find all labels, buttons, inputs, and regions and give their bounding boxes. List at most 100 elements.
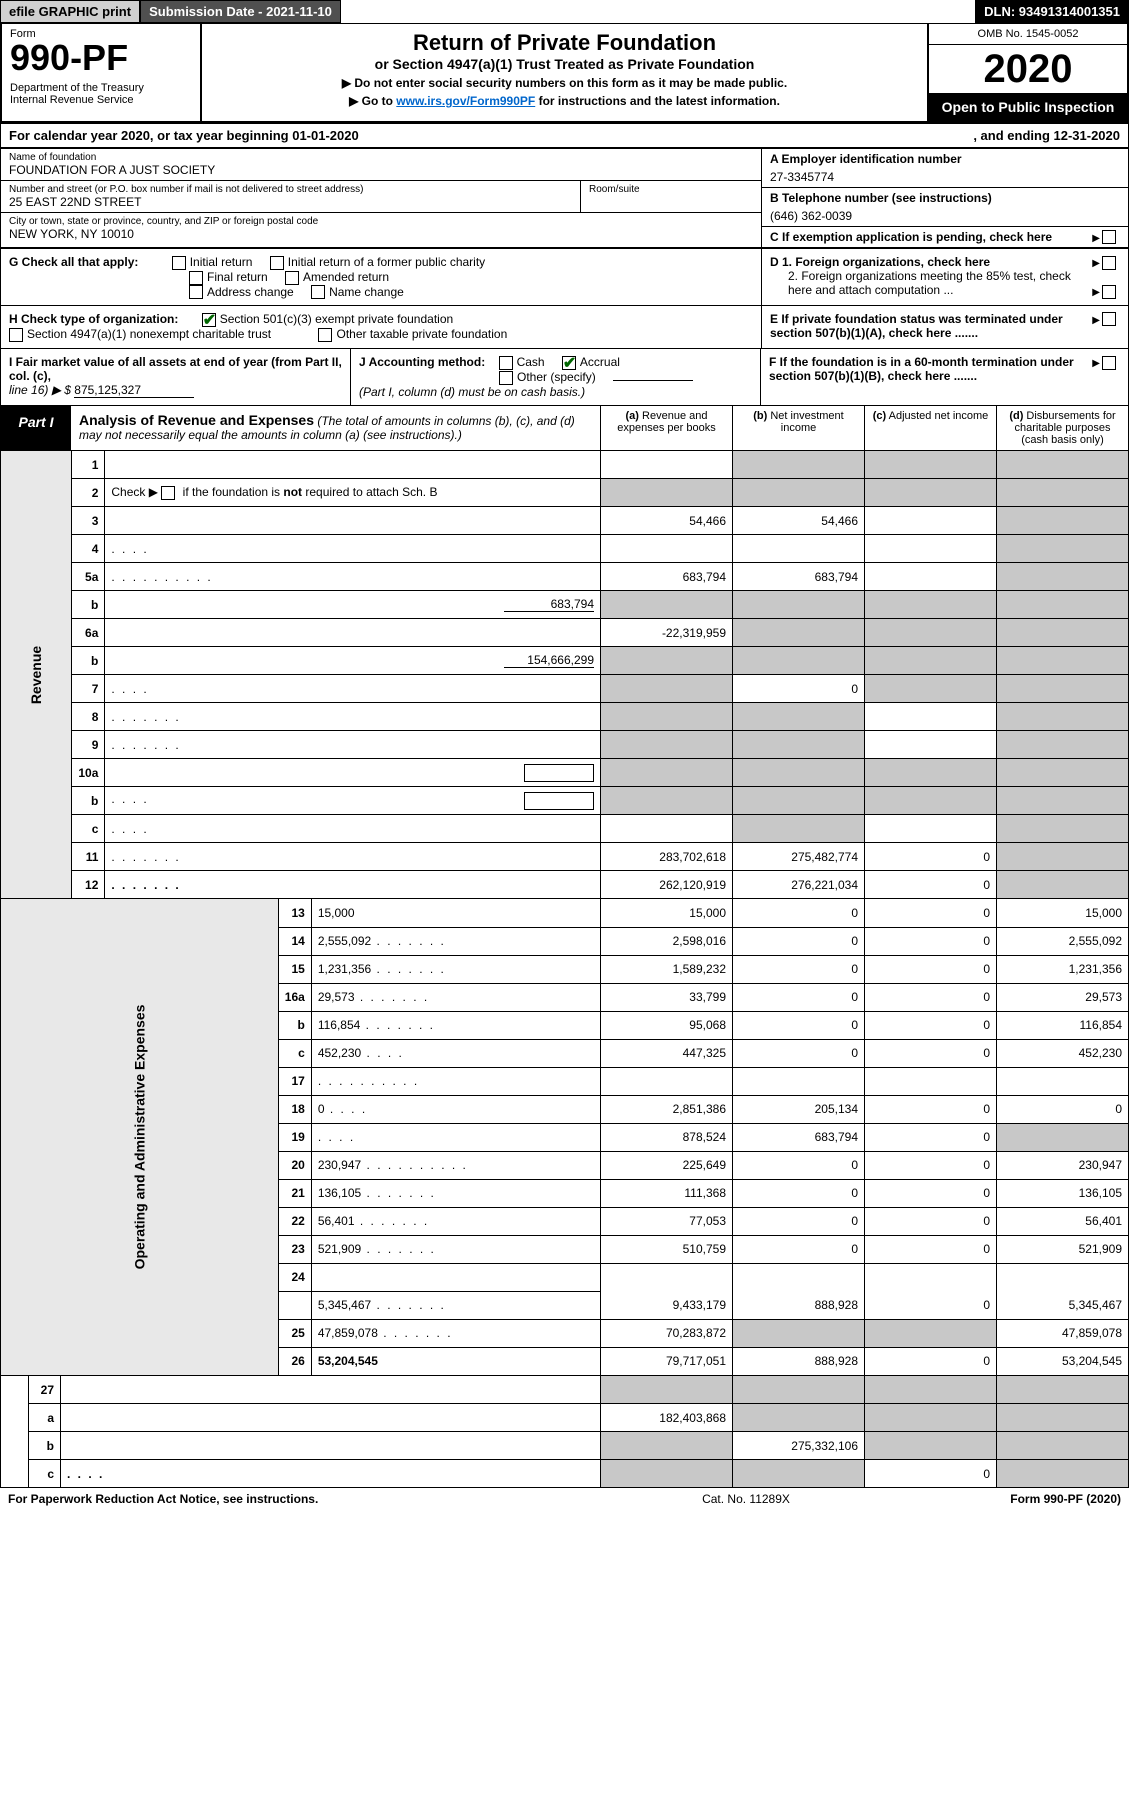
amount-cell-a <box>601 731 733 759</box>
instruct-2-link[interactable]: www.irs.gov/Form990PF <box>396 94 535 108</box>
cb-accrual[interactable] <box>562 356 576 370</box>
page-footer: For Paperwork Reduction Act Notice, see … <box>0 1488 1129 1510</box>
amount-cell-b: 0 <box>733 675 865 703</box>
amount-cell-a: 9,433,179 <box>601 1291 733 1319</box>
amount-cell-b <box>733 1376 865 1404</box>
line-number: 15 <box>278 955 311 983</box>
amount-cell-d: 29,573 <box>997 983 1129 1011</box>
amount-cell-d <box>997 619 1129 647</box>
sidebar-blank <box>1 1376 29 1488</box>
line-desc: 1,231,356 <box>311 955 600 983</box>
cb-f[interactable] <box>1102 356 1116 370</box>
line-number: 10a <box>72 759 105 787</box>
line-desc <box>105 507 601 535</box>
line-number: 14 <box>278 927 311 955</box>
amount-cell-c <box>865 619 997 647</box>
inline-value: 683,794 <box>504 597 594 612</box>
amount-cell-d: 47,859,078 <box>997 1319 1129 1347</box>
amount-cell-b: 683,794 <box>733 1123 865 1151</box>
tax-year: 2020 <box>929 45 1127 93</box>
table-row: 354,46654,466 <box>1 507 1129 535</box>
cb-amended[interactable] <box>285 271 299 285</box>
cb-other-taxable[interactable] <box>318 328 332 342</box>
amount-cell-a <box>601 787 733 815</box>
lbl-addr-change: Address change <box>207 285 294 299</box>
amount-cell-a <box>601 759 733 787</box>
e-row: E If private foundation status was termi… <box>762 306 1128 346</box>
table-row: b154,666,299 <box>1 647 1129 675</box>
cb-addr-change[interactable] <box>189 285 203 299</box>
phone-cell: B Telephone number (see instructions) (6… <box>762 188 1128 227</box>
cb-4947[interactable] <box>9 328 23 342</box>
line-desc <box>105 871 601 899</box>
line-desc: 116,854 <box>311 1011 600 1039</box>
address-row: Number and street (or P.O. box number if… <box>1 181 761 213</box>
cb-initial[interactable] <box>172 256 186 270</box>
amount-cell-a: 33,799 <box>601 983 733 1011</box>
line-desc <box>105 451 601 479</box>
line-number: b <box>72 647 105 675</box>
cb-initial-former[interactable] <box>270 256 284 270</box>
cb-other-method[interactable] <box>499 371 513 385</box>
line-number: b <box>278 1011 311 1039</box>
line-desc: 230,947 <box>311 1151 600 1179</box>
amount-cell-d <box>997 731 1129 759</box>
line-desc <box>61 1432 601 1460</box>
col-c-text: Adjusted net income <box>889 410 989 422</box>
cb-cash[interactable] <box>499 356 513 370</box>
amount-cell-a <box>601 675 733 703</box>
line-number: 9 <box>72 731 105 759</box>
form-header: Form 990-PF Department of the Treasury I… <box>0 24 1129 123</box>
dept-line-2: Internal Revenue Service <box>10 94 192 106</box>
amount-cell-a <box>601 703 733 731</box>
amount-cell-d <box>997 1123 1129 1151</box>
line-number: 6a <box>72 619 105 647</box>
e-label: E If private foundation status was termi… <box>770 312 1086 340</box>
line-desc <box>105 703 601 731</box>
amount-cell-c <box>865 451 997 479</box>
line-number: b <box>72 591 105 619</box>
inline-box <box>524 792 594 810</box>
cb-d1[interactable] <box>1102 256 1116 270</box>
amount-cell-c: 0 <box>865 1011 997 1039</box>
amount-cell-c: 0 <box>865 927 997 955</box>
line-desc <box>105 563 601 591</box>
cal-year-begin: For calendar year 2020, or tax year begi… <box>9 128 973 143</box>
section-d-e: D 1. Foreign organizations, check here 2… <box>761 249 1128 348</box>
amount-cell-a <box>601 591 733 619</box>
cb-schedule-b[interactable] <box>161 486 175 500</box>
amount-cell <box>733 1263 865 1291</box>
table-row: c <box>1 815 1129 843</box>
cb-final[interactable] <box>189 271 203 285</box>
amount-cell-a <box>601 1067 733 1095</box>
cb-d2[interactable] <box>1102 285 1116 299</box>
amount-cell-a: 111,368 <box>601 1179 733 1207</box>
line-desc: 154,666,299 <box>105 647 601 675</box>
cb-501c3[interactable] <box>202 313 216 327</box>
amount-cell-c <box>865 1376 997 1404</box>
amount-cell-a <box>601 451 733 479</box>
amount-cell-a: 77,053 <box>601 1207 733 1235</box>
i-value: 875,125,327 <box>74 383 194 398</box>
amount-cell-b: 888,928 <box>733 1347 865 1375</box>
line-desc: 53,204,545 <box>311 1347 600 1375</box>
line-number: 20 <box>278 1151 311 1179</box>
cb-e[interactable] <box>1102 312 1116 326</box>
addr-value: 25 EAST 22ND STREET <box>9 195 572 209</box>
phone-label: B Telephone number (see instructions) <box>770 191 1120 205</box>
line-desc: 2,555,092 <box>311 927 600 955</box>
line-number: 23 <box>278 1235 311 1263</box>
exemption-checkbox[interactable] <box>1102 230 1116 244</box>
form-title: Return of Private Foundation <box>208 30 921 56</box>
amount-cell-d: 1,231,356 <box>997 955 1129 983</box>
header-left: Form 990-PF Department of the Treasury I… <box>2 24 202 121</box>
line-number: 4 <box>72 535 105 563</box>
amount-cell-a: 54,466 <box>601 507 733 535</box>
amount-cell <box>865 1263 997 1291</box>
line-number: c <box>72 815 105 843</box>
d1-row: D 1. Foreign organizations, check here 2… <box>762 249 1128 306</box>
amount-cell-c: 0 <box>865 983 997 1011</box>
amount-cell-c <box>865 507 997 535</box>
cb-name-change[interactable] <box>311 285 325 299</box>
instruct-2-pre: ▶ Go to <box>349 94 396 108</box>
